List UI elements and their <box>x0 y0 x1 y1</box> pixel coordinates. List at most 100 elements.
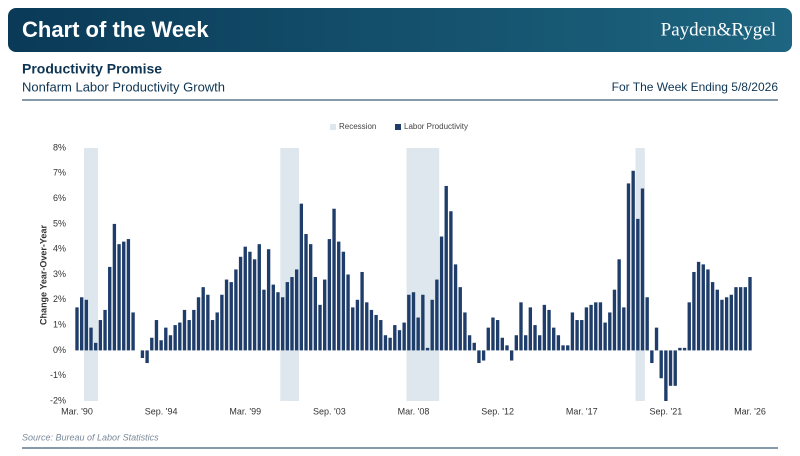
logo: Payden&Rygel <box>661 19 776 40</box>
bar <box>229 282 233 351</box>
x-tick-label: Sep. '03 <box>313 406 346 416</box>
bar <box>617 259 621 351</box>
bar <box>580 320 584 351</box>
y-tick-label: -1% <box>50 370 66 380</box>
y-tick-label: 5% <box>53 218 66 228</box>
bar <box>196 297 201 351</box>
bar <box>257 244 261 351</box>
bar <box>411 292 416 351</box>
bar <box>748 277 752 351</box>
bar <box>650 350 654 364</box>
bar <box>210 320 215 351</box>
bar <box>533 325 537 351</box>
bar <box>692 271 696 351</box>
bar <box>206 294 210 351</box>
bar <box>266 249 271 351</box>
bar <box>673 350 677 386</box>
bar <box>220 294 224 351</box>
bar <box>682 347 687 351</box>
bar <box>360 271 364 351</box>
recession-band <box>84 148 99 401</box>
bar <box>421 294 425 351</box>
recession-band <box>406 148 440 401</box>
bar <box>743 287 748 351</box>
bar <box>103 309 107 351</box>
x-tick-label: Mar. '99 <box>229 406 261 416</box>
bar <box>248 251 252 351</box>
bar <box>659 350 663 379</box>
bar <box>346 274 350 351</box>
bar <box>603 322 607 351</box>
y-tick-label: 1% <box>53 319 66 329</box>
bar <box>636 218 640 351</box>
bar <box>355 299 360 351</box>
bar <box>379 320 383 351</box>
bar <box>215 312 219 351</box>
y-tick-label: 7% <box>53 168 66 178</box>
y-tick-label: 8% <box>53 142 66 152</box>
bar <box>622 307 626 351</box>
legend-swatch <box>395 124 401 130</box>
bar <box>449 211 453 351</box>
bar <box>280 297 285 351</box>
bar <box>523 335 528 351</box>
bar <box>126 239 131 351</box>
bar <box>164 327 168 351</box>
y-tick-label: 0% <box>53 345 66 355</box>
recession-band <box>280 148 299 401</box>
bar <box>341 251 346 351</box>
bar <box>192 309 196 351</box>
bar <box>383 335 388 351</box>
bar <box>575 320 579 351</box>
bar <box>351 307 355 351</box>
bar <box>696 261 701 351</box>
bar <box>584 307 589 351</box>
bar <box>453 264 458 351</box>
y-tick-label: 4% <box>53 244 66 254</box>
legend-label: Labor Productivity <box>404 122 468 131</box>
bar <box>664 350 668 401</box>
bar <box>608 312 612 351</box>
bar <box>542 304 547 351</box>
bar <box>463 312 467 351</box>
bar <box>472 342 476 351</box>
bar <box>435 279 439 351</box>
bar <box>299 203 304 351</box>
bar <box>173 325 177 351</box>
legend-label: Recession <box>339 122 376 131</box>
bar <box>108 266 112 351</box>
bar <box>486 327 490 351</box>
y-tick-label: 3% <box>53 269 66 279</box>
bar <box>308 244 313 351</box>
bar <box>397 330 402 351</box>
bar <box>89 327 93 351</box>
bar <box>201 287 205 351</box>
bar <box>323 279 327 351</box>
y-tick-label: -2% <box>50 395 66 405</box>
bar <box>458 287 462 351</box>
bar <box>640 188 645 351</box>
bar <box>645 297 649 351</box>
chart-subtitle: Nonfarm Labor Productivity Growth <box>22 79 225 94</box>
bar <box>168 335 173 351</box>
bar <box>262 289 266 351</box>
bar <box>271 284 275 351</box>
bar <box>706 269 710 351</box>
bar <box>374 314 378 351</box>
bar <box>514 335 519 351</box>
bar <box>505 345 509 351</box>
source: Source: Bureau of Labor Statistics <box>22 432 159 442</box>
bar <box>369 309 374 351</box>
bar <box>477 350 481 364</box>
bar <box>75 307 79 351</box>
bar <box>304 234 308 351</box>
bar <box>631 170 635 351</box>
x-tick-label: Sep. '94 <box>145 406 178 416</box>
bar <box>528 307 533 351</box>
x-tick-label: Sep. '21 <box>650 406 683 416</box>
bar <box>509 350 514 361</box>
bar <box>439 236 444 351</box>
bar <box>467 335 472 351</box>
bar <box>243 246 247 351</box>
